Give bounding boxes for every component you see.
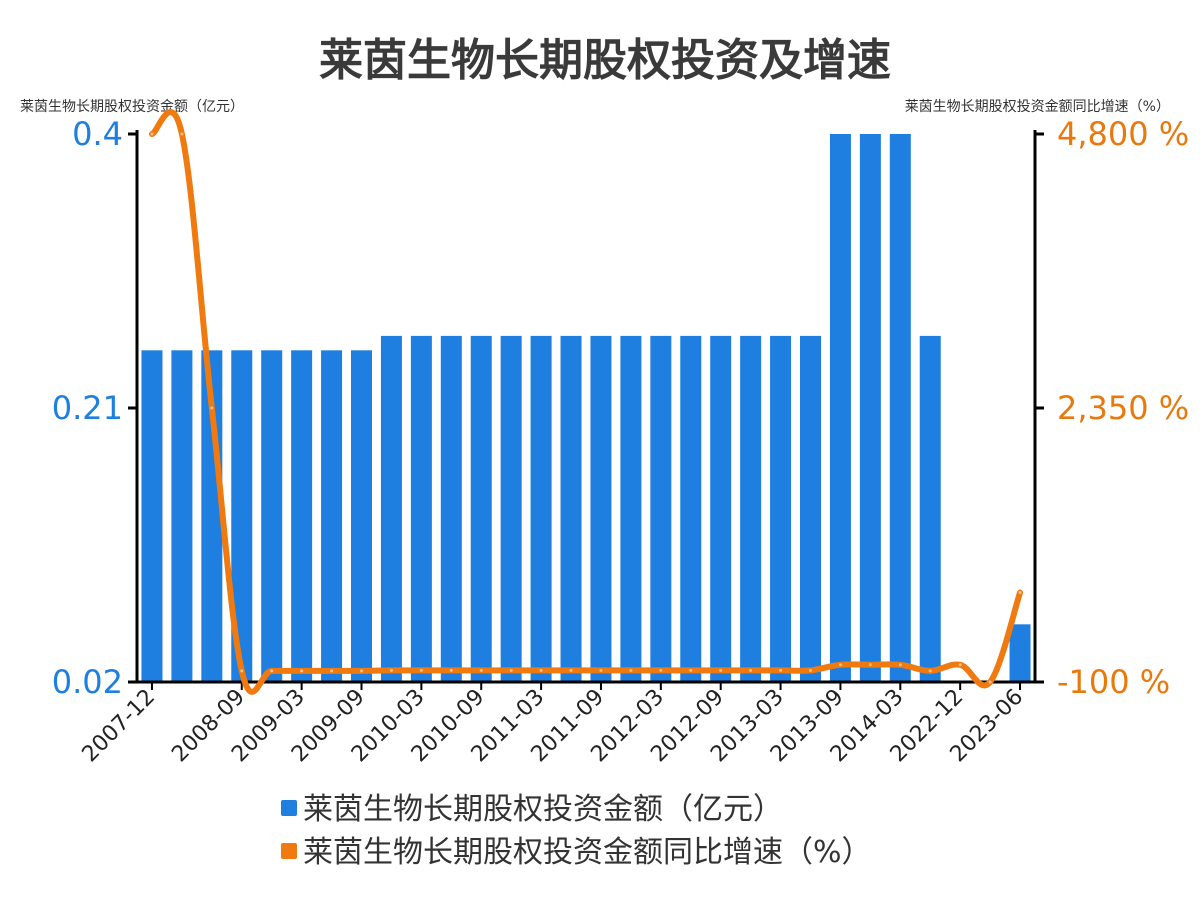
growth-point-2010-12 [509, 668, 513, 672]
bar-2008-03 [171, 350, 193, 682]
bar-2008-12 [261, 350, 283, 682]
right-tick-label: 2,350 % [1057, 389, 1189, 427]
growth-point-2009-06 [330, 669, 334, 673]
legend-bar-swatch [281, 800, 297, 816]
bar-2013-09 [829, 134, 851, 682]
bars-layer [141, 134, 1031, 682]
growth-point-2013-03 [779, 668, 783, 672]
bar-2012-06 [680, 335, 702, 682]
growth-point-2013-09 [838, 663, 842, 667]
growth-point-2023-06 [1018, 591, 1022, 595]
bar-2011-03 [530, 335, 552, 682]
growth-point-2011-03 [539, 668, 543, 672]
axes-layer [128, 130, 1044, 690]
growth-point-2008-06 [210, 406, 214, 410]
growth-point-2012-09 [719, 668, 723, 672]
growth-point-2014-03 [898, 663, 902, 667]
bar-2009-03 [291, 350, 313, 682]
left-axis-title: 莱茵生物长期股权投资金额（亿元） [20, 99, 244, 115]
bar-2014-03 [889, 134, 911, 682]
bar-2011-12 [620, 335, 642, 682]
growth-point-2022-09 [928, 669, 932, 673]
bar-2022-09 [919, 335, 941, 682]
bar-2013-12 [859, 134, 881, 682]
bar-2010-09 [470, 335, 492, 682]
bar-2011-06 [560, 335, 582, 682]
line-layer [148, 109, 1024, 695]
bar-2013-06 [800, 335, 821, 682]
growth-point-2009-09 [360, 669, 363, 673]
legend-line-swatch [281, 843, 297, 859]
right-tick-label: 4,800 % [1057, 115, 1189, 153]
legend: 莱茵生物长期股权投资金额（亿元） 莱茵生物长期股权投资金额同比增速（%） [281, 792, 872, 870]
bar-2023-06 [1009, 624, 1031, 682]
legend-bar-label: 莱茵生物长期股权投资金额（亿元） [303, 792, 783, 827]
left-tick-label: 0.02 [52, 663, 123, 701]
growth-point-2012-06 [689, 668, 693, 672]
growth-point-2013-12 [868, 663, 872, 667]
growth-point-2007-12 [150, 132, 154, 136]
bar-2012-09 [710, 335, 732, 682]
bar-2013-03 [770, 335, 792, 682]
growth-point-2022-12 [958, 663, 962, 667]
bar-2009-12 [380, 335, 402, 682]
growth-point-2011-12 [629, 668, 633, 672]
chart-title: 莱茵生物长期股权投资及增速 [319, 35, 891, 86]
growth-point-2011-06 [569, 668, 573, 672]
growth-point-2009-12 [389, 668, 393, 672]
bar-2007-12 [141, 350, 163, 682]
right-tick-label: -100 % [1057, 663, 1170, 701]
left-tick-label: 0.21 [52, 389, 123, 427]
bar-2012-03 [650, 335, 672, 682]
bar-2010-06 [440, 335, 462, 682]
growth-point-2010-06 [449, 668, 453, 672]
growth-point-2008-12 [270, 669, 274, 673]
bar-2008-09 [231, 350, 253, 682]
growth-point-2009-03 [300, 669, 304, 673]
growth-point-2012-03 [659, 668, 663, 672]
right-axis-title: 莱茵生物长期股权投资金额同比增速（%） [905, 99, 1170, 115]
growth-point-2008-03 [180, 132, 184, 136]
bar-2009-09 [351, 350, 372, 682]
left-tick-label: 0.4 [72, 115, 123, 153]
growth-point-2013-06 [809, 668, 812, 672]
growth-point-2023-03 [988, 680, 992, 684]
legend-line-label: 莱茵生物长期股权投资金额同比增速（%） [303, 835, 872, 870]
bar-2010-12 [500, 335, 522, 682]
bar-2009-06 [321, 350, 343, 682]
growth-point-2011-09 [599, 668, 603, 672]
growth-point-2010-09 [479, 668, 483, 672]
bar-2012-12 [740, 335, 762, 682]
bar-2010-03 [410, 335, 432, 682]
growth-point-2008-09 [240, 669, 244, 673]
growth-point-2010-03 [419, 668, 423, 672]
growth-point-2012-12 [749, 668, 753, 672]
bar-2011-09 [590, 335, 612, 682]
